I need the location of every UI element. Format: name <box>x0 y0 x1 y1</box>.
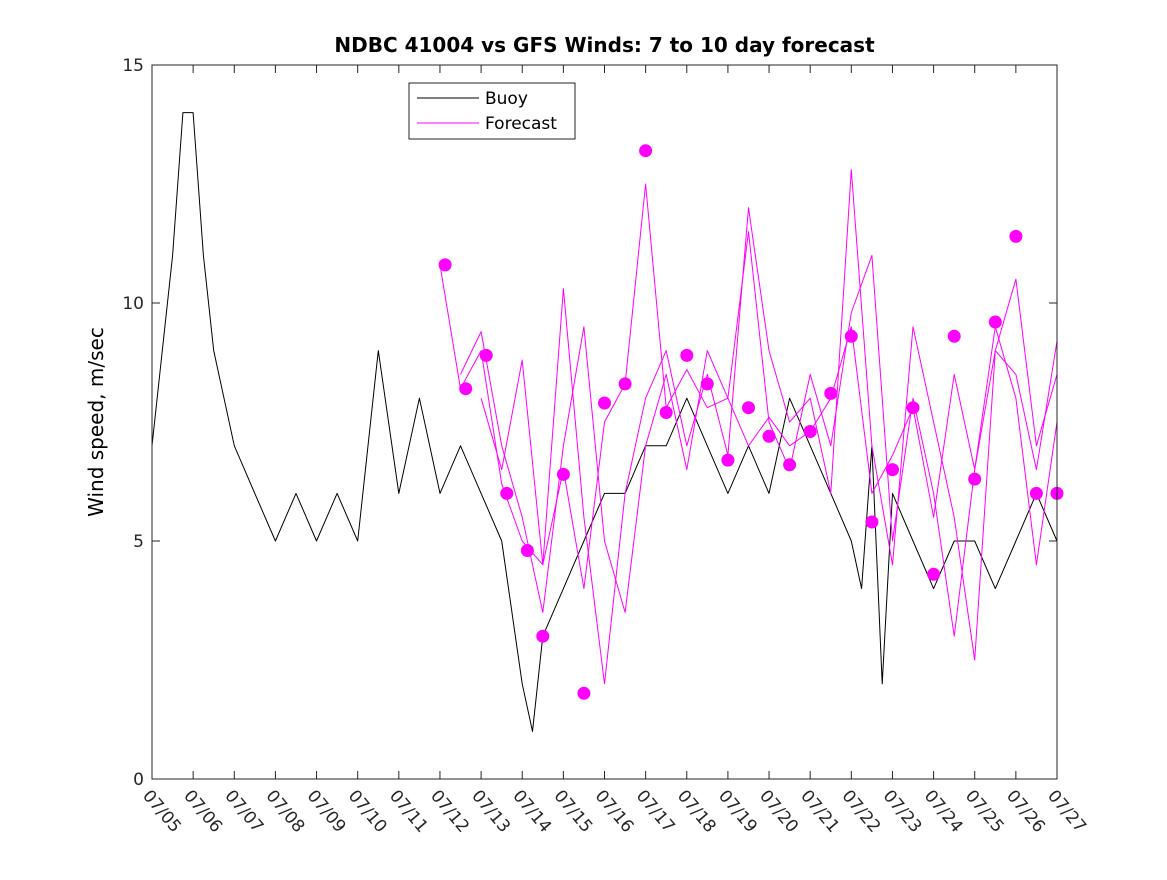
legend-box <box>408 82 576 140</box>
forecast-marker <box>577 686 591 700</box>
forecast-marker <box>886 463 899 477</box>
forecast-marker <box>618 377 632 391</box>
y-tick-label: 5 <box>133 532 144 552</box>
forecast-marker <box>680 348 694 362</box>
legend-label-buoy: Buoy <box>485 89 528 109</box>
forecast-marker <box>762 429 776 443</box>
y-tick-label: 15 <box>122 56 144 76</box>
forecast-marker <box>598 396 611 410</box>
forecast-marker <box>659 406 673 419</box>
forecast-marker <box>536 629 550 643</box>
forecast-series-line-3 <box>480 169 1058 685</box>
forecast-marker <box>721 453 735 467</box>
legend: Buoy Forecast <box>408 82 576 140</box>
forecast-marker <box>988 315 1002 329</box>
y-axis: 0 5 10 15 <box>122 56 1057 790</box>
forecast-marker <box>742 401 755 415</box>
forecast-marker <box>927 567 941 581</box>
forecast-marker <box>479 348 493 362</box>
chart-title: NDBC 41004 vs GFS Winds: 7 to 10 day for… <box>334 33 875 57</box>
forecast-marker <box>438 258 452 272</box>
forecast-marker <box>906 401 920 415</box>
forecast-marker <box>968 472 982 486</box>
forecast-marker <box>700 377 714 391</box>
legend-label-forecast: Forecast <box>485 114 557 134</box>
forecast-marker <box>520 544 534 557</box>
forecast-marker <box>556 467 570 481</box>
y-axis-label: Wind speed, m/sec <box>84 327 108 517</box>
forecast-marker <box>639 144 653 158</box>
forecast-marker <box>1009 229 1023 243</box>
forecast-marker <box>803 425 817 438</box>
forecast-marker <box>500 486 514 500</box>
forecast-marker <box>865 515 879 529</box>
series-layer <box>151 112 1058 732</box>
forecast-marker <box>459 382 473 396</box>
forecast-marker <box>824 386 838 400</box>
buoy-series-line <box>151 112 1058 732</box>
forecast-marker <box>844 329 858 343</box>
y-tick-label: 0 <box>133 770 144 790</box>
forecast-marker <box>1029 486 1043 500</box>
forecast-marker <box>783 458 797 472</box>
y-tick-label: 10 <box>122 294 144 314</box>
forecast-marker <box>947 329 961 343</box>
